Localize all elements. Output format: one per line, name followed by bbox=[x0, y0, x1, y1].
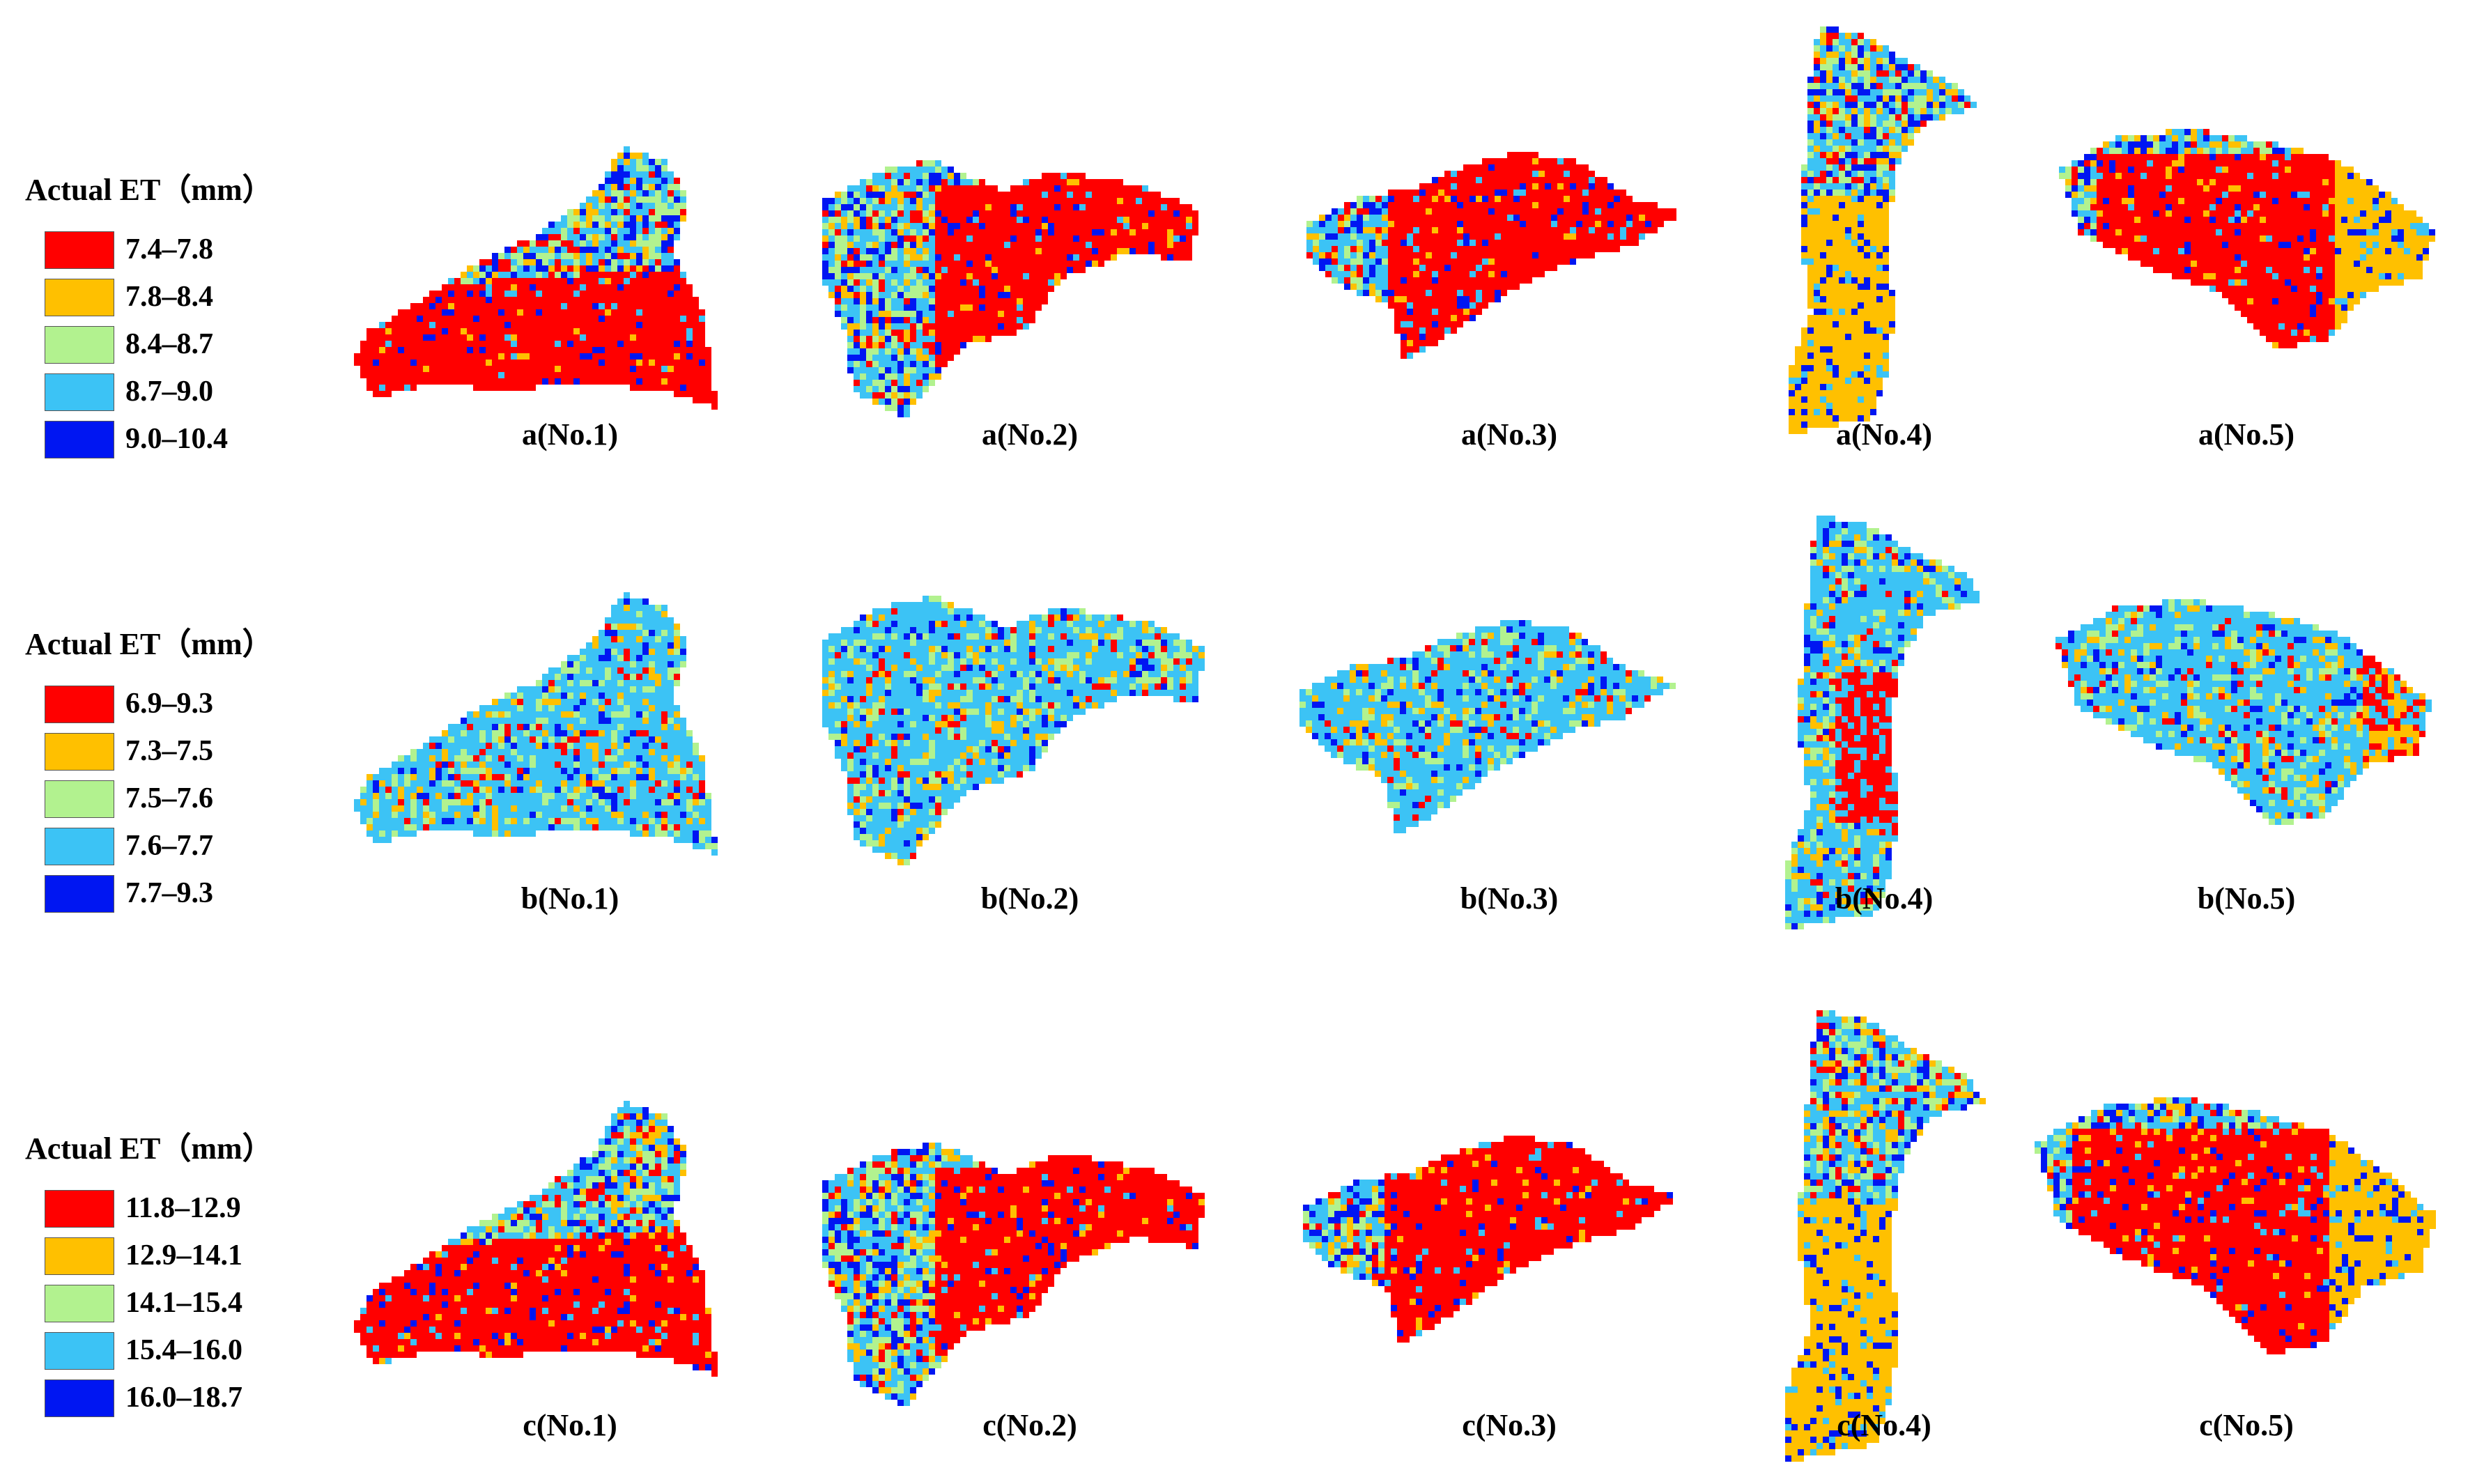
basin-raster-map bbox=[822, 1143, 1205, 1406]
map-panel bbox=[2059, 129, 2435, 352]
legend-swatch bbox=[45, 1190, 114, 1228]
legend-swatch bbox=[45, 1332, 114, 1370]
panel-caption: a(No.4) bbox=[1835, 417, 1933, 451]
map-panel bbox=[822, 596, 1205, 871]
legend-swatch bbox=[45, 780, 114, 818]
map-panel bbox=[1303, 1136, 1679, 1345]
legend-row-a: Actual ET（mm） 7.4–7.8 7.8–8.4 8.4–8.7 8.… bbox=[25, 164, 273, 458]
panel-caption: c(No.4) bbox=[1837, 1408, 1931, 1442]
panel-caption: a(No.3) bbox=[1460, 417, 1558, 451]
panel-caption: b(No.2) bbox=[980, 881, 1079, 915]
basin-raster-map bbox=[2059, 129, 2435, 348]
legend-swatch bbox=[45, 421, 114, 458]
map-panel bbox=[1766, 516, 1986, 934]
panel-caption: c(No.2) bbox=[982, 1408, 1077, 1442]
map-panel bbox=[1770, 26, 1979, 438]
legend-swatch bbox=[45, 231, 114, 269]
legend-swatch bbox=[45, 1237, 114, 1275]
legend-row-b: Actual ET（mm） 6.9–9.3 7.3–7.5 7.5–7.6 7.… bbox=[25, 619, 273, 913]
legend-swatch bbox=[45, 875, 114, 913]
legend-label: 7.7–9.3 bbox=[125, 877, 213, 909]
panel-caption: b(No.4) bbox=[1835, 881, 1934, 915]
panel-caption: b(No.3) bbox=[1460, 881, 1559, 915]
basin-raster-map bbox=[354, 146, 718, 410]
legend-label: 9.0–10.4 bbox=[125, 423, 228, 455]
legend-label: 7.8–8.4 bbox=[125, 281, 213, 313]
legend-label: 11.8–12.9 bbox=[125, 1192, 241, 1224]
panel-caption: c(No.3) bbox=[1462, 1408, 1557, 1442]
map-panel bbox=[1766, 1010, 1986, 1463]
panel-caption: a(No.5) bbox=[2198, 417, 2295, 451]
panel-caption: c(No.1) bbox=[523, 1408, 617, 1442]
legend-label: 8.7–9.0 bbox=[125, 376, 213, 408]
basin-raster-map bbox=[2035, 1097, 2436, 1354]
basin-raster-map bbox=[822, 160, 1198, 417]
map-panel bbox=[2035, 1097, 2439, 1359]
legend-swatch bbox=[45, 373, 114, 411]
basin-raster-map bbox=[354, 1101, 718, 1377]
legend-label: 7.5–7.6 bbox=[125, 782, 213, 814]
map-panel bbox=[354, 1101, 723, 1379]
legend-swatch bbox=[45, 326, 114, 364]
panel-caption: b(No.1) bbox=[520, 881, 619, 915]
legend-label: 16.0–18.7 bbox=[125, 1382, 242, 1414]
legend-label: 6.9–9.3 bbox=[125, 688, 213, 720]
map-panel bbox=[354, 592, 723, 860]
legend-swatch bbox=[45, 1379, 114, 1417]
legend-title: Actual ET（mm） bbox=[25, 1131, 273, 1166]
basin-raster-map bbox=[1789, 26, 1977, 434]
basin-raster-map bbox=[1306, 152, 1676, 359]
basin-raster-map bbox=[2055, 599, 2432, 825]
legend-label: 8.4–8.7 bbox=[125, 328, 213, 360]
panel-caption: a(No.2) bbox=[981, 417, 1079, 451]
basin-raster-map bbox=[1303, 1136, 1673, 1343]
legend-row-c: Actual ET（mm） 11.8–12.9 12.9–14.1 14.1–1… bbox=[25, 1123, 273, 1417]
legend-swatch bbox=[45, 733, 114, 771]
legend-label: 7.6–7.7 bbox=[125, 830, 213, 862]
legend-label: 14.1–15.4 bbox=[125, 1287, 242, 1319]
map-panel bbox=[822, 1143, 1205, 1407]
panel-caption: c(No.5) bbox=[2199, 1408, 2294, 1442]
legend-swatch bbox=[45, 828, 114, 865]
legend-swatch bbox=[45, 686, 114, 723]
map-panel bbox=[354, 146, 723, 411]
basin-raster-map bbox=[1785, 516, 1980, 929]
legend-title: Actual ET（mm） bbox=[25, 627, 273, 661]
panel-caption: a(No.1) bbox=[521, 417, 619, 451]
basin-raster-map bbox=[354, 592, 718, 856]
legend-label: 12.9–14.1 bbox=[125, 1239, 242, 1272]
legend-swatch bbox=[45, 1285, 114, 1322]
basin-raster-map bbox=[1299, 620, 1676, 833]
legend-title: Actual ET（mm） bbox=[25, 173, 273, 207]
map-panel bbox=[822, 160, 1198, 418]
legend-label: 7.3–7.5 bbox=[125, 735, 213, 767]
map-panel bbox=[2055, 599, 2432, 826]
map-panel bbox=[1306, 152, 1683, 361]
legend-label: 7.4–7.8 bbox=[125, 233, 213, 265]
basin-raster-map bbox=[822, 596, 1205, 865]
legend-label: 15.4–16.0 bbox=[125, 1334, 242, 1366]
map-panel bbox=[1299, 620, 1676, 836]
panel-caption: b(No.5) bbox=[2197, 881, 2296, 915]
basin-raster-map bbox=[1785, 1010, 1986, 1462]
legend-swatch bbox=[45, 279, 114, 316]
